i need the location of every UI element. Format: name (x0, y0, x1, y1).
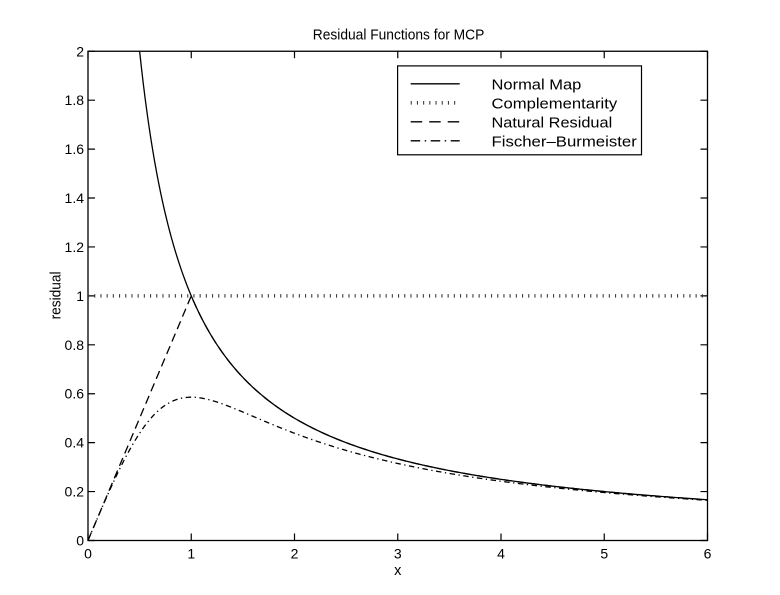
svg-text:2: 2 (291, 545, 299, 561)
svg-text:1.6: 1.6 (65, 141, 85, 157)
svg-text:Natural Residual: Natural Residual (492, 114, 613, 131)
svg-text:1: 1 (187, 545, 195, 561)
svg-text:5: 5 (600, 545, 608, 561)
svg-text:0.2: 0.2 (65, 484, 85, 500)
svg-text:1.2: 1.2 (65, 239, 85, 255)
svg-text:0: 0 (84, 545, 92, 561)
svg-text:6: 6 (704, 545, 712, 561)
svg-text:2: 2 (76, 43, 84, 59)
svg-text:Normal Map: Normal Map (492, 76, 582, 93)
svg-text:0.8: 0.8 (65, 337, 85, 353)
svg-text:0: 0 (76, 533, 84, 549)
svg-text:0.4: 0.4 (65, 435, 85, 451)
svg-text:Complementarity: Complementarity (492, 95, 618, 112)
svg-text:x: x (394, 563, 402, 579)
svg-text:residual: residual (48, 271, 65, 319)
svg-text:4: 4 (497, 545, 505, 561)
svg-text:1.8: 1.8 (65, 92, 85, 108)
svg-text:Residual Functions for MCP: Residual Functions for MCP (313, 27, 485, 44)
svg-text:1.4: 1.4 (65, 190, 85, 206)
svg-text:3: 3 (394, 545, 402, 561)
svg-text:0.6: 0.6 (65, 386, 85, 402)
svg-text:1: 1 (76, 288, 84, 304)
svg-text:Fischer–Burmeister: Fischer–Burmeister (492, 133, 637, 150)
